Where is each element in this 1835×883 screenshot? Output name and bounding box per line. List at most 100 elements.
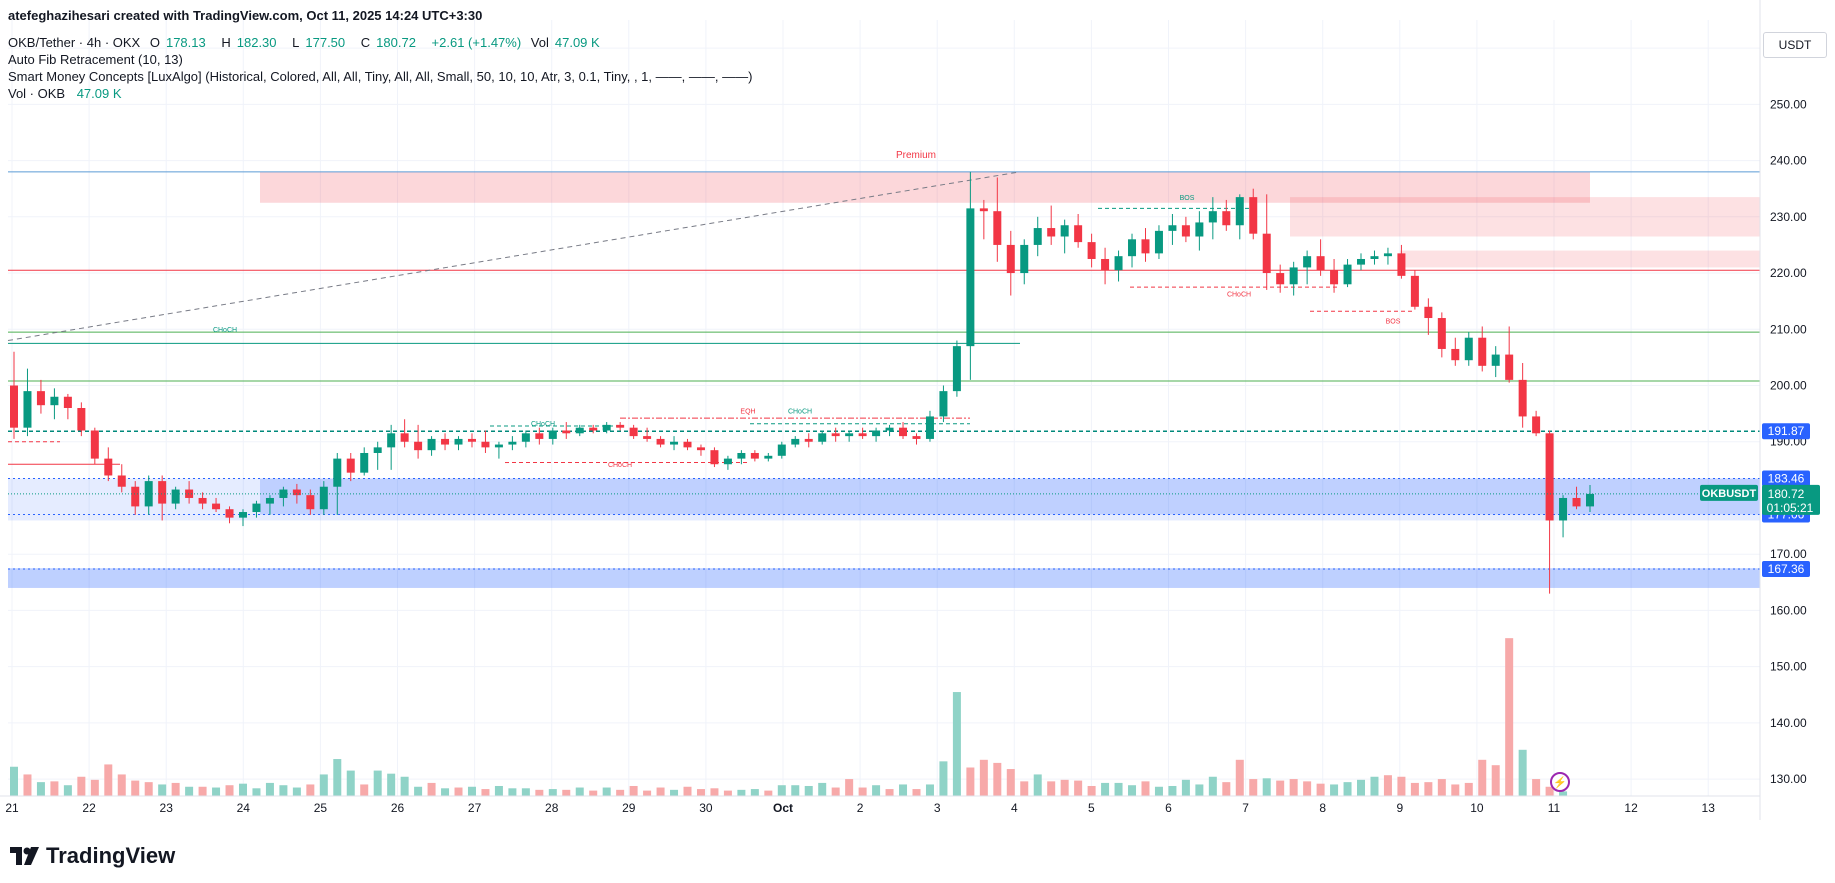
candle-body	[723, 458, 732, 465]
volume-bar	[238, 783, 247, 796]
candle	[966, 171, 975, 380]
volume-bar	[400, 776, 409, 796]
candle	[131, 481, 140, 515]
volume-bar	[912, 789, 921, 796]
candle-body	[185, 489, 194, 498]
indicator-volume[interactable]: Vol · OKB 47.09 K	[8, 86, 122, 101]
volume-bar	[373, 770, 382, 796]
candle	[925, 410, 934, 442]
candle	[993, 177, 1002, 262]
symbol-badge	[1700, 484, 1758, 501]
candle	[158, 475, 167, 521]
candle	[387, 424, 396, 470]
candle	[1087, 233, 1096, 268]
volume-bar	[1357, 779, 1366, 796]
candle	[1343, 258, 1352, 288]
volume-bar	[1464, 782, 1473, 796]
candle-body	[238, 512, 247, 518]
candle	[1020, 239, 1029, 285]
volume-bar	[333, 759, 342, 796]
y-tick-label: 140.00	[1770, 716, 1807, 730]
candle-body	[1357, 258, 1366, 265]
y-tick-label: 170.00	[1770, 547, 1807, 561]
x-tick-label: 9	[1396, 801, 1403, 815]
annotation-label: EQH	[740, 409, 755, 416]
volume-bar	[872, 785, 881, 796]
candle-body	[1478, 337, 1487, 366]
x-tick-label: 25	[314, 801, 328, 815]
x-tick-label: 10	[1470, 801, 1484, 815]
candle-body	[212, 503, 221, 510]
candle	[643, 427, 652, 442]
indicator-fib[interactable]: Auto Fib Retracement (10, 13)	[8, 52, 183, 67]
candle-body	[1074, 225, 1083, 243]
candle-body	[1316, 256, 1325, 271]
low-label: L	[292, 35, 300, 50]
volume-bar	[198, 786, 207, 796]
volume-bar	[1289, 779, 1298, 796]
candle-body	[1505, 354, 1514, 380]
candle	[1276, 264, 1285, 293]
watermark: atefeghazihesari created with TradingVie…	[8, 8, 483, 23]
indicator-smc[interactable]: Smart Money Concepts [LuxAlgo] (Historic…	[8, 69, 753, 84]
candle-body	[104, 458, 113, 476]
candle-body	[818, 433, 827, 442]
candle-body	[791, 438, 800, 445]
last-price-badge	[1762, 484, 1820, 515]
lightning-icon[interactable]: ⚡	[1550, 772, 1570, 792]
volume-bar	[10, 766, 18, 796]
close-label: C	[360, 35, 371, 50]
candle	[737, 450, 746, 465]
candle	[696, 444, 705, 456]
x-tick-label: 27	[468, 801, 482, 815]
volume-bar	[131, 780, 140, 796]
volume-bar	[158, 784, 167, 796]
candle-body	[1114, 256, 1123, 271]
volume-bar	[1370, 776, 1379, 796]
candle	[306, 489, 315, 515]
candle-body	[764, 455, 773, 459]
tradingview-logo[interactable]: TradingView	[10, 843, 175, 869]
candle-body	[1303, 256, 1312, 268]
volume-bar	[414, 786, 423, 796]
candle-body	[292, 489, 301, 496]
candle-body	[454, 438, 463, 445]
candle	[77, 402, 86, 437]
candle-body	[710, 450, 719, 465]
supply-zone-2	[1400, 250, 1760, 268]
candle	[1289, 261, 1298, 296]
legend-symbol[interactable]: OKB/Tether · 4h · OKX	[8, 35, 141, 50]
candle	[1303, 250, 1312, 285]
candle	[602, 422, 611, 434]
volume-bar	[36, 782, 45, 796]
candle	[1168, 214, 1177, 245]
volume-bar	[831, 787, 840, 796]
candle-body	[643, 436, 652, 439]
candle-body	[589, 427, 598, 431]
candle-body	[535, 433, 544, 439]
volume-bar	[1397, 776, 1406, 796]
y-tick-label: 240.00	[1770, 154, 1807, 168]
candle	[346, 452, 355, 482]
candle	[1181, 216, 1190, 243]
candle	[1074, 214, 1083, 248]
volume-bar	[710, 788, 719, 796]
volume-bar	[1559, 791, 1568, 796]
candle	[791, 436, 800, 448]
candle-body	[737, 452, 746, 459]
candle-body	[1545, 433, 1554, 521]
candle-body	[966, 208, 975, 347]
volume-bar	[643, 790, 652, 796]
candle-body	[360, 452, 369, 473]
candle-body	[198, 497, 207, 504]
symbol-badge-label: OKBUSDT	[1702, 488, 1757, 500]
candle	[548, 427, 557, 445]
volume-bar	[144, 782, 153, 796]
candle-body	[616, 424, 625, 428]
candle	[575, 424, 584, 437]
currency-button[interactable]: USDT	[1763, 32, 1827, 58]
x-tick-label: 3	[934, 801, 941, 815]
candle	[1141, 228, 1150, 262]
candle-body	[387, 433, 396, 448]
